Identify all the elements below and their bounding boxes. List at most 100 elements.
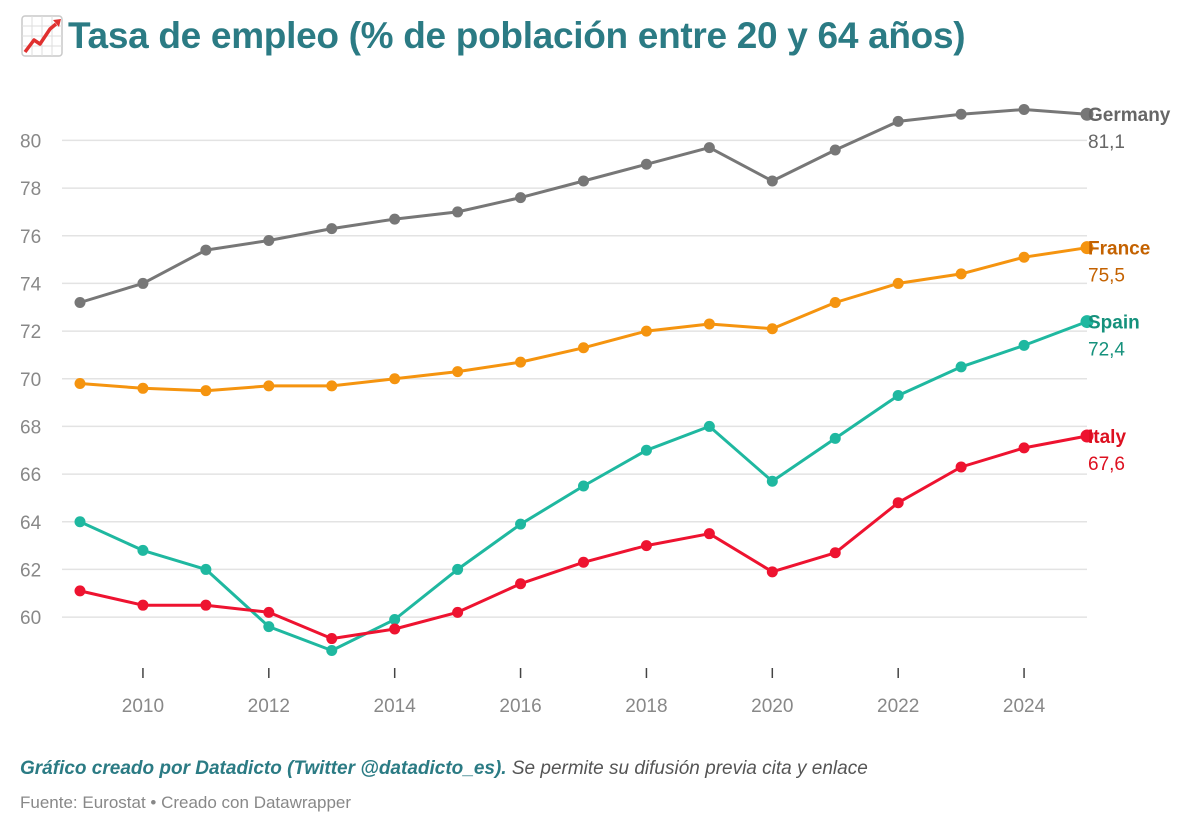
data-point bbox=[1018, 251, 1030, 263]
data-point bbox=[955, 461, 967, 473]
series-value-spain: 72,4 bbox=[1088, 340, 1125, 361]
data-point bbox=[389, 613, 401, 625]
data-point bbox=[200, 244, 212, 256]
x-tick-label: 2018 bbox=[625, 696, 667, 717]
y-tick-label: 66 bbox=[20, 465, 41, 486]
series-value-france: 75,5 bbox=[1088, 266, 1125, 287]
data-point bbox=[640, 540, 652, 552]
series-value-germany: 81,1 bbox=[1088, 132, 1125, 153]
data-point bbox=[578, 480, 589, 492]
data-point bbox=[515, 192, 527, 204]
data-point bbox=[515, 518, 527, 530]
x-tick-label: 2024 bbox=[1003, 696, 1046, 717]
data-point bbox=[200, 563, 212, 575]
data-point bbox=[1018, 103, 1030, 115]
data-point bbox=[578, 342, 589, 354]
x-tick-label: 2012 bbox=[248, 696, 290, 717]
data-point bbox=[326, 223, 338, 235]
y-tick-label: 74 bbox=[20, 274, 42, 295]
data-point bbox=[955, 108, 967, 120]
y-tick-label: 68 bbox=[20, 417, 41, 438]
data-point bbox=[74, 378, 86, 390]
series-value-italy: 67,6 bbox=[1088, 454, 1125, 475]
data-point bbox=[200, 385, 212, 397]
y-tick-label: 80 bbox=[20, 131, 41, 152]
data-point bbox=[578, 556, 589, 568]
data-point bbox=[263, 235, 275, 247]
chart-credit: Gráfico creado por Datadicto (Twitter @d… bbox=[20, 758, 868, 780]
credit-note: Se permite su difusión previa cita y enl… bbox=[506, 758, 868, 779]
data-point bbox=[703, 420, 715, 432]
data-point bbox=[326, 380, 338, 392]
y-tick-label: 60 bbox=[20, 608, 41, 629]
data-point bbox=[1080, 429, 1094, 443]
y-tick-label: 72 bbox=[20, 322, 41, 343]
data-point bbox=[74, 297, 86, 308]
data-point bbox=[452, 563, 464, 575]
series-lines bbox=[74, 103, 1094, 656]
data-point bbox=[137, 382, 149, 394]
data-point bbox=[452, 206, 464, 218]
data-point bbox=[703, 142, 715, 154]
series-line-france bbox=[78, 246, 1089, 393]
series-line-italy bbox=[78, 434, 1089, 641]
series-label-italy: Italy bbox=[1088, 427, 1126, 448]
data-point bbox=[137, 277, 149, 289]
data-point bbox=[892, 497, 904, 509]
data-point bbox=[955, 361, 967, 373]
data-point bbox=[829, 432, 841, 444]
y-tick-label: 78 bbox=[20, 179, 41, 200]
data-point bbox=[200, 599, 212, 611]
data-point bbox=[829, 297, 841, 308]
data-point bbox=[766, 323, 778, 335]
data-point bbox=[1080, 107, 1094, 121]
data-point bbox=[326, 644, 338, 656]
data-point bbox=[766, 475, 778, 487]
data-point bbox=[74, 516, 86, 528]
data-point bbox=[515, 356, 527, 368]
y-tick-label: 62 bbox=[20, 560, 41, 581]
data-point bbox=[640, 444, 652, 456]
data-point bbox=[1018, 442, 1030, 454]
data-point bbox=[74, 585, 86, 597]
grid bbox=[62, 139, 1087, 618]
y-tick-label: 64 bbox=[20, 513, 42, 534]
data-point bbox=[640, 325, 652, 337]
x-tick-label: 2014 bbox=[374, 696, 417, 717]
series-line-germany bbox=[78, 108, 1089, 304]
data-point bbox=[955, 268, 967, 280]
data-point bbox=[389, 373, 401, 385]
data-point bbox=[452, 366, 464, 378]
credit-author: Gráfico creado por Datadicto (Twitter @d… bbox=[20, 758, 507, 779]
x-tick-label: 2016 bbox=[499, 696, 541, 717]
data-point bbox=[703, 318, 715, 330]
chart-title: Tasa de empleo (% de población entre 20 … bbox=[20, 14, 966, 58]
series-germany bbox=[74, 103, 1094, 308]
chart-title-text: Tasa de empleo (% de población entre 20 … bbox=[68, 15, 966, 56]
series-label-germany: Germany bbox=[1088, 105, 1171, 126]
data-point bbox=[515, 578, 527, 590]
data-point bbox=[829, 144, 841, 156]
series-spain bbox=[74, 315, 1094, 656]
data-point bbox=[892, 115, 904, 127]
data-point bbox=[326, 633, 338, 645]
data-point bbox=[137, 544, 149, 556]
x-tick-label: 2020 bbox=[751, 696, 793, 717]
y-tick-label: 76 bbox=[20, 227, 41, 248]
x-tick-label: 2022 bbox=[877, 696, 919, 717]
data-point bbox=[389, 623, 401, 635]
data-point bbox=[703, 528, 715, 540]
axes: 60 62 64 66 68 70 72 74 76 78 80 2010 2012 2014 2016 20… bbox=[20, 131, 1046, 717]
data-point bbox=[766, 175, 778, 187]
data-point bbox=[263, 621, 275, 633]
data-point bbox=[1080, 315, 1094, 329]
data-point bbox=[766, 566, 778, 578]
data-point bbox=[137, 599, 149, 611]
series-label-france: France bbox=[1088, 239, 1150, 260]
data-point bbox=[892, 389, 904, 401]
data-point bbox=[1018, 339, 1030, 351]
x-tick-label: 2010 bbox=[122, 696, 164, 717]
data-point bbox=[578, 175, 589, 187]
data-point bbox=[640, 158, 652, 170]
